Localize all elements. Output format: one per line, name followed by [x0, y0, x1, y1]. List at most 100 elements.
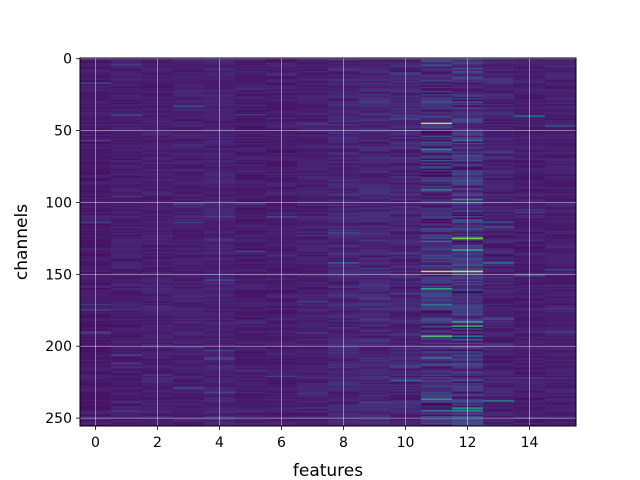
heatmap-cell	[235, 132, 267, 135]
heatmap-cell	[173, 173, 205, 175]
heatmap-cell	[297, 122, 329, 125]
heatmap-cell	[111, 99, 143, 102]
heatmap-cell	[173, 135, 205, 138]
heatmap-cell	[359, 128, 391, 131]
heatmap-cell	[421, 313, 453, 316]
heatmap-cell	[545, 121, 577, 123]
heatmap-cell	[421, 308, 453, 310]
heatmap-cell	[111, 109, 143, 112]
heatmap-cell	[111, 359, 143, 362]
heatmap-cell	[297, 318, 329, 320]
heatmap-cell	[111, 295, 143, 297]
heatmap-cell	[297, 92, 329, 95]
heatmap-cell	[173, 167, 205, 169]
heatmap-cell	[235, 171, 267, 174]
heatmap-cell	[297, 178, 329, 181]
heatmap-cell	[111, 62, 143, 65]
heatmap-cell	[359, 135, 391, 138]
heatmap-cell	[483, 95, 515, 98]
heatmap-cell	[173, 178, 205, 181]
heatmap-cell	[545, 257, 577, 260]
x-axis-label: features	[293, 461, 363, 480]
heatmap-cell	[173, 170, 205, 172]
heatmap-cell	[111, 214, 143, 217]
heatmap-cell	[421, 85, 453, 88]
heatmap-cell	[359, 164, 391, 167]
heatmap-cell	[297, 181, 329, 184]
heatmap-cell	[235, 423, 267, 425]
heatmap-cell	[173, 374, 205, 376]
heatmap-cell	[421, 329, 453, 332]
heatmap-cell	[297, 322, 329, 325]
heatmap-cell	[545, 72, 577, 75]
heatmap-cell	[421, 371, 453, 374]
heatmap-cell	[483, 236, 515, 238]
heatmap-cell	[359, 91, 391, 93]
heatmap-cell	[545, 398, 577, 401]
heatmap-cell	[545, 249, 577, 251]
heatmap-cell	[545, 410, 577, 412]
heatmap-cell	[359, 368, 391, 371]
heatmap-cell	[483, 267, 515, 270]
heatmap-cell	[483, 164, 515, 167]
heatmap-cell	[359, 220, 391, 223]
heatmap-cell	[235, 420, 267, 422]
heatmap-cell	[297, 242, 329, 244]
heatmap-cell	[111, 70, 143, 73]
heatmap-cell	[297, 197, 329, 200]
heatmap-cell	[359, 175, 391, 178]
heatmap-cell	[545, 112, 577, 115]
heatmap-cell	[111, 200, 143, 203]
heatmap-cell	[235, 158, 267, 161]
heatmap-cell	[359, 102, 391, 105]
heatmap-cell	[545, 272, 577, 274]
heatmap-cell	[297, 371, 329, 374]
heatmap-cell	[111, 211, 143, 214]
heatmap-cell	[483, 217, 515, 220]
heatmap-cell	[421, 400, 453, 402]
heatmap-cell	[173, 197, 205, 200]
heatmap-cell	[545, 359, 577, 362]
heatmap-cell	[359, 150, 391, 152]
heatmap-cell	[111, 404, 143, 407]
heatmap-cell	[235, 175, 267, 178]
heatmap-cell	[111, 315, 143, 318]
heatmap-cell	[111, 170, 143, 172]
heatmap-cell	[297, 368, 329, 371]
heatmap-cell	[421, 270, 453, 273]
heatmap-cell	[235, 86, 267, 89]
heatmap-cell	[483, 390, 515, 392]
heatmap-cell	[235, 93, 267, 96]
heatmap-cell	[235, 89, 267, 92]
heatmap-cell	[235, 233, 267, 236]
heatmap-cell	[297, 418, 329, 421]
heatmap-cell	[421, 256, 453, 259]
heatmap-cell	[359, 213, 391, 215]
heatmap-cell	[297, 381, 329, 384]
heatmap-cell	[483, 391, 515, 394]
heatmap-cell	[235, 106, 267, 109]
heatmap-cell	[173, 164, 205, 167]
heatmap-cell	[111, 266, 143, 269]
heatmap-cell	[483, 285, 515, 287]
heatmap-cell	[173, 191, 205, 194]
heatmap-cell	[359, 134, 391, 136]
heatmap-cell	[359, 315, 391, 318]
heatmap-cell	[111, 124, 143, 126]
heatmap-cell	[545, 385, 577, 388]
heatmap-cell	[297, 411, 329, 414]
heatmap-cell	[173, 325, 205, 328]
heatmap-cell	[359, 265, 391, 267]
heatmap-cell	[359, 280, 391, 283]
heatmap-cell	[111, 152, 143, 155]
heatmap-cell	[235, 144, 267, 146]
heatmap-cell	[483, 220, 515, 223]
heatmap-cell	[421, 223, 453, 226]
heatmap-cell	[235, 403, 267, 405]
heatmap-cell	[359, 73, 391, 76]
heatmap-cell	[111, 270, 143, 273]
heatmap-cell	[483, 358, 515, 361]
heatmap-cell	[235, 221, 267, 224]
heatmap-cell	[111, 309, 143, 312]
heatmap-cell	[173, 147, 205, 149]
